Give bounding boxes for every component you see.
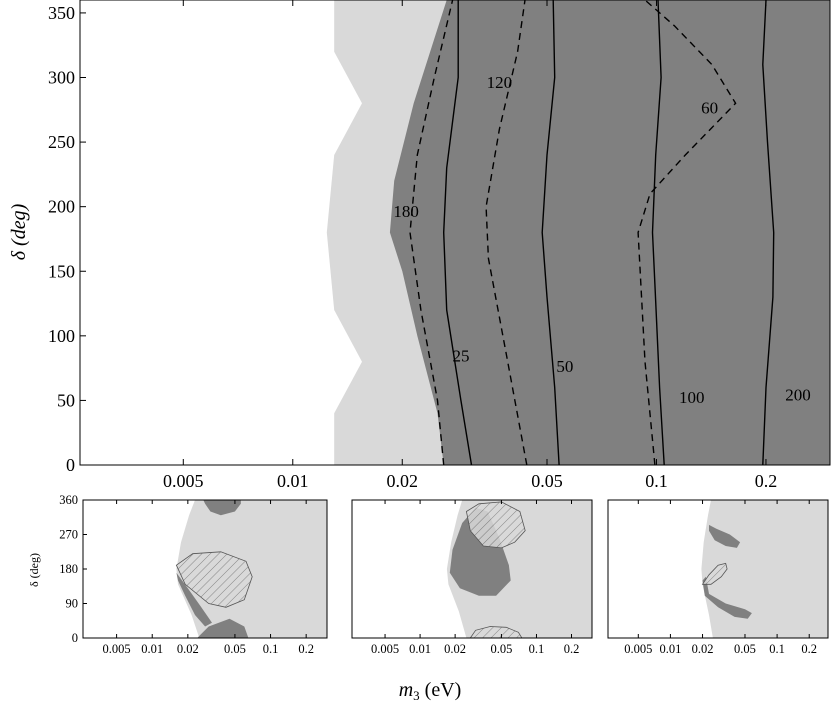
bottom-middle-panel: 0.005 0.01 0.02 0.05 0.1 0.2 bbox=[351, 499, 593, 656]
bottom-left-y-tick-label: 270 bbox=[59, 528, 78, 542]
contour-label-50: 50 bbox=[556, 357, 573, 376]
bottom-right-x-tick-label: 0.1 bbox=[769, 642, 785, 656]
contour-120 bbox=[485, 0, 528, 465]
main-y-tick-label: 150 bbox=[48, 261, 75, 281]
main-y-tick-label: 50 bbox=[57, 390, 75, 410]
bottom-right-x-tick-label: 0.005 bbox=[624, 642, 652, 656]
contour-label-200: 200 bbox=[785, 385, 811, 404]
bottom-right-panel: 0.005 0.01 0.02 0.05 0.1 0.2 bbox=[607, 499, 829, 656]
bottom-left-dark-region bbox=[203, 500, 241, 516]
main-y-tick-label: 0 bbox=[66, 455, 75, 475]
bottom-middle-frame bbox=[351, 499, 593, 639]
bottom-right-hatched-region bbox=[701, 562, 728, 585]
contour-100 bbox=[651, 0, 665, 465]
main-x-tick-label: 0.2 bbox=[755, 471, 778, 491]
bottom-left-y-tick-label: 180 bbox=[59, 562, 78, 576]
bottom-middle-x-tick-label: 0.01 bbox=[409, 642, 431, 656]
contour-200 bbox=[762, 0, 775, 465]
x-axis-label: m3 (eV) bbox=[399, 679, 462, 703]
dark-region bbox=[389, 0, 830, 465]
bottom-middle-x-tick-label: 0.005 bbox=[371, 642, 399, 656]
main-y-tick-label: 250 bbox=[48, 132, 75, 152]
bottom-right-x-tick-label: 0.2 bbox=[801, 642, 817, 656]
bottom-right-dark-region bbox=[709, 524, 741, 548]
main-x-tick-label: 0.1 bbox=[645, 471, 668, 491]
bottom-left-dark-region bbox=[197, 618, 249, 638]
bottom-left-x-tick-label: 0.01 bbox=[141, 642, 163, 656]
bottom-middle-x-tick-label: 0.2 bbox=[564, 642, 580, 656]
contour-label-180: 180 bbox=[393, 202, 419, 221]
contour-180 bbox=[409, 0, 454, 465]
main-frame bbox=[79, 0, 831, 466]
bottom-middle-hatched-region bbox=[469, 626, 523, 638]
main-panel: 25 50 100 200 180 120 60 0.005 0.01 0.02 0.05 0.1 0.… bbox=[48, 0, 831, 491]
main-y-tick-label: 300 bbox=[48, 68, 75, 88]
contour-50 bbox=[541, 0, 560, 465]
contour-60 bbox=[637, 0, 737, 465]
bottom-middle-x-tick-label: 0.05 bbox=[490, 642, 512, 656]
bottom-right-x-tick-label: 0.05 bbox=[734, 642, 756, 656]
bottom-left-y-tick-label: 360 bbox=[59, 493, 78, 507]
bottom-left-x-tick-label: 0.2 bbox=[298, 642, 314, 656]
bottom-left-y-tick-label: 90 bbox=[66, 597, 79, 611]
contour-25 bbox=[442, 0, 473, 465]
bottom-left-x-tick-label: 0.1 bbox=[263, 642, 279, 656]
small-y-axis-label: δ (deg) bbox=[27, 553, 41, 587]
main-x-tick-label: 0.05 bbox=[531, 471, 563, 491]
bottom-middle-x-tick-label: 0.02 bbox=[444, 642, 466, 656]
contour-label-25: 25 bbox=[452, 347, 469, 366]
bottom-right-dark-region bbox=[702, 576, 752, 619]
bottom-middle-hatched-region bbox=[465, 501, 526, 549]
bottom-left-hatched-region bbox=[175, 551, 253, 608]
contour-label-60: 60 bbox=[701, 99, 718, 118]
y-axis-label: δ (deg) bbox=[8, 203, 30, 260]
main-y-tick-label: 350 bbox=[48, 3, 75, 23]
bottom-left-x-tick-label: 0.02 bbox=[177, 642, 199, 656]
bottom-right-frame bbox=[607, 499, 829, 639]
bottom-right-light-region bbox=[701, 500, 828, 638]
bottom-right-x-tick-label: 0.02 bbox=[692, 642, 714, 656]
main-x-tick-label: 0.01 bbox=[277, 471, 309, 491]
bottom-left-y-tick-label: 0 bbox=[72, 631, 78, 645]
contour-label-120: 120 bbox=[487, 73, 513, 92]
main-x-tick-label: 0.005 bbox=[163, 471, 204, 491]
bottom-left-dark-region bbox=[176, 572, 212, 627]
main-y-tick-label: 200 bbox=[48, 197, 75, 217]
contour-label-100: 100 bbox=[679, 388, 705, 407]
bottom-middle-x-tick-label: 0.1 bbox=[529, 642, 545, 656]
bottom-left-panel: 0.005 0.01 0.02 0.05 0.1 0.2 0 90 180 270 360 bbox=[59, 493, 328, 656]
main-y-tick-label: 100 bbox=[48, 326, 75, 346]
bottom-left-x-tick-label: 0.005 bbox=[103, 642, 131, 656]
bottom-left-x-tick-label: 0.05 bbox=[224, 642, 246, 656]
bottom-right-x-tick-label: 0.01 bbox=[659, 642, 681, 656]
main-x-tick-label: 0.02 bbox=[387, 471, 419, 491]
